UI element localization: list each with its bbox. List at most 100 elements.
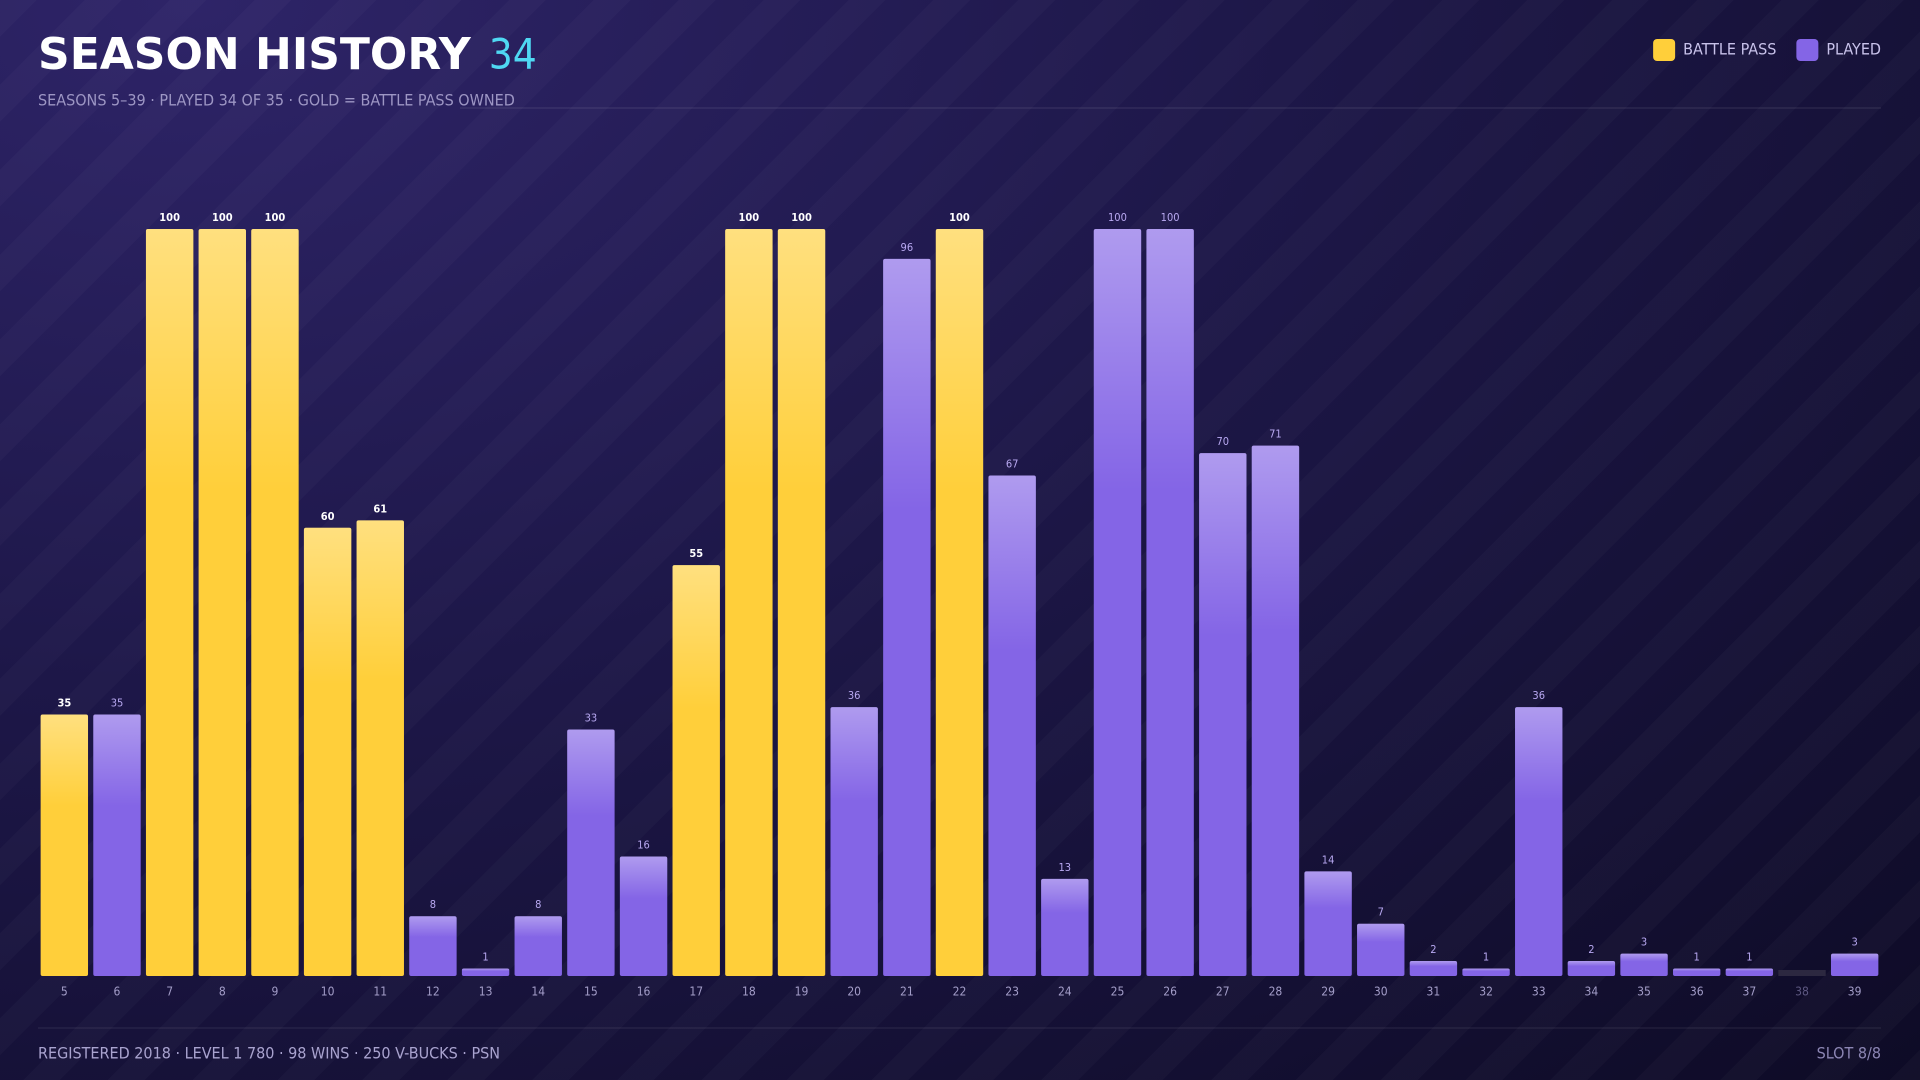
bar-sheen [672,565,720,709]
bar-sheen [356,520,404,680]
data-label: 13 [1059,861,1072,874]
bar-sheen [777,229,826,491]
bar-sheen [40,714,89,807]
x-tick-label: 30 [1374,985,1388,999]
bar-sheen [145,229,194,491]
bar-sheen [251,229,299,491]
data-label: 35 [57,697,71,710]
bar-sheen [1567,961,1616,967]
footer-stats: REGISTERED 2018 · LEVEL 1 780 · 98 WINS … [38,1044,500,1063]
bar-sheen [303,527,352,685]
bar-sheen [1251,445,1300,632]
x-tick-label: 17 [689,985,703,999]
legend-swatch [1653,39,1676,61]
bar-sheen [619,856,668,899]
bar-sheen [1673,968,1721,972]
x-tick-label: 8 [219,985,226,999]
x-tick-label: 12 [426,985,440,999]
bar-sheen [1041,878,1089,913]
bar-sheen [830,707,878,802]
x-tick-label: 16 [637,985,651,999]
bar-sheen [725,229,773,491]
title-count: 34 [489,30,537,79]
data-label: 3 [1852,936,1858,949]
data-label: 100 [265,211,286,224]
data-label: 100 [1161,211,1180,224]
x-tick-label: 9 [272,985,279,999]
x-tick-label: 39 [1848,985,1862,999]
x-tick-label: 34 [1585,985,1599,999]
bar-sheen [1146,229,1194,491]
empty-slot [1778,970,1826,976]
x-tick-label: 18 [742,985,756,999]
x-tick-label: 29 [1321,985,1335,999]
x-tick-label: 33 [1532,985,1546,999]
data-label: 70 [1216,435,1229,448]
data-label: 100 [159,211,180,224]
x-tick-label: 20 [847,985,861,999]
x-tick-label: 13 [479,985,493,999]
x-tick-label: 28 [1269,985,1283,999]
bar-sheen [988,475,1036,651]
x-tick-label: 11 [373,985,387,999]
data-label: 61 [373,502,387,515]
data-label: 36 [1532,689,1545,702]
x-tick-label: 19 [795,985,809,999]
subtitle: SEASONS 5–39 · PLAYED 34 OF 35 · GOLD = … [38,91,515,110]
footer-slot: SLOT 8/8 [1817,1044,1881,1063]
data-label: 1 [1694,951,1700,964]
bar-sheen [198,229,246,491]
data-label: 33 [585,711,598,724]
bar-sheen [1620,953,1668,962]
bar-sheen [1093,229,1142,491]
data-label: 16 [637,838,650,851]
x-tick-label: 32 [1479,985,1493,999]
bar-sheen [935,229,984,491]
chart-title: SEASON HISTORY [38,29,472,80]
legend-label: BATTLE PASS [1683,40,1776,59]
data-label: 2 [1588,943,1594,956]
bar-sheen [883,258,931,510]
x-tick-label: 36 [1690,985,1704,999]
x-tick-label: 27 [1216,985,1230,999]
data-label: 1 [482,951,488,964]
data-label: 2 [1430,943,1436,956]
bar-sheen [93,714,141,807]
x-tick-label: 14 [531,985,545,999]
bar-sheen [1462,968,1510,972]
x-tick-label: 31 [1427,985,1441,999]
bar-sheen [1409,961,1458,967]
x-tick-label: 15 [584,985,598,999]
x-tick-label: 24 [1058,985,1072,999]
data-label: 3 [1641,936,1647,949]
data-label: 1 [1746,951,1752,964]
bar-sheen [1515,707,1563,802]
data-label: 8 [430,898,436,911]
bar-sheen [514,916,562,938]
x-tick-label: 37 [1742,985,1756,999]
bar-sheen [1830,953,1879,962]
bar-sheen [1304,871,1352,909]
data-label: 100 [791,211,812,224]
bar-sheen [1725,968,1774,972]
bar-sheen [409,916,457,938]
bar-sheen [461,968,510,972]
data-label: 36 [848,689,861,702]
x-tick-label: 26 [1163,985,1177,999]
data-label: 8 [535,898,541,911]
data-label: 35 [111,697,124,710]
data-label: 96 [901,241,914,254]
x-tick-label: 5 [61,985,68,999]
data-label: 100 [212,211,233,224]
bar-sheen [1357,923,1405,943]
data-label: 100 [1108,211,1127,224]
x-tick-label: 10 [321,985,335,999]
data-label: 71 [1269,428,1282,441]
data-label: 67 [1006,458,1019,471]
x-tick-label: 6 [114,985,121,999]
legend-swatch [1796,39,1819,61]
x-tick-label: 7 [166,985,173,999]
data-label: 55 [689,547,703,560]
x-tick-label: 38 [1795,985,1809,999]
